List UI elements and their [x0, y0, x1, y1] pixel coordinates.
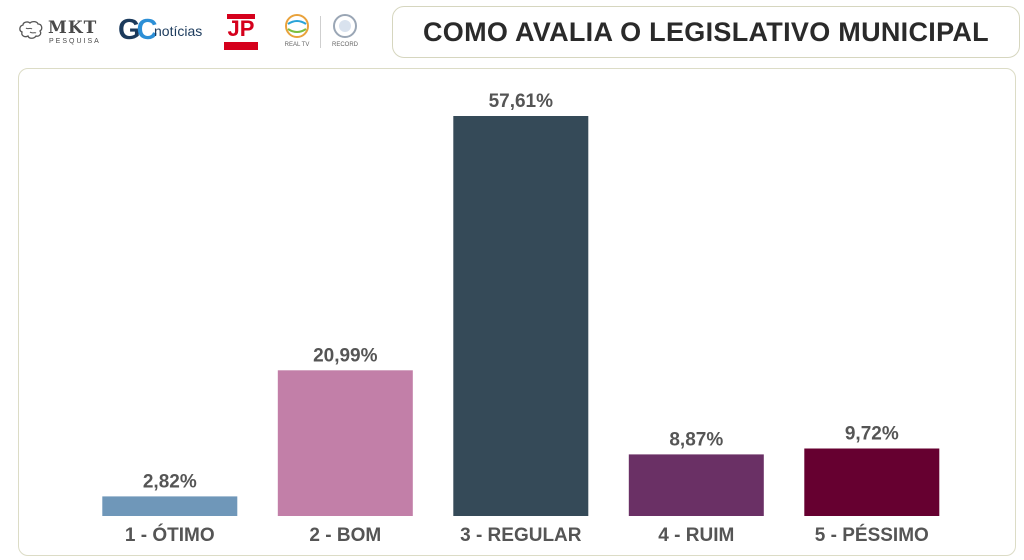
gc-logo-text: notícias	[154, 23, 203, 39]
bar-3	[453, 116, 589, 516]
gc-noticias-logo: GC notícias	[118, 14, 210, 50]
bar-2	[277, 370, 413, 516]
category-label-5: 5 - PÉSSIMO	[815, 524, 929, 546]
page-title: COMO AVALIA O LEGISLATIVO MUNICIPAL	[423, 16, 989, 47]
value-label-2: 20,99%	[313, 345, 378, 366]
bar-1	[102, 496, 238, 516]
mkt-logo-subtext: PESQUISA	[49, 38, 101, 45]
record-icon	[333, 14, 357, 38]
record-text: RECORD	[331, 42, 358, 48]
bar-5	[804, 448, 940, 516]
chart-panel	[18, 68, 1016, 556]
real-tv-logo: REAL TV	[280, 12, 314, 52]
real-tv-text: REAL TV	[284, 42, 310, 48]
category-label-2: 2 - BOM	[309, 525, 381, 546]
logo-divider	[320, 16, 321, 48]
category-label-1: 1 - ÓTIMO	[125, 524, 215, 546]
value-label-4: 8,87%	[669, 429, 723, 450]
gc-logo-mark: GC	[118, 14, 158, 46]
jovem-pan-logo: JP	[222, 12, 260, 52]
value-label-5: 9,72%	[845, 424, 899, 445]
record-logo: RECORD	[328, 12, 362, 52]
mkt-pesquisa-logo: MKT PESQUISA	[18, 16, 108, 46]
value-label-3: 57,61%	[489, 91, 554, 112]
category-label-3: 3 - REGULAR	[460, 525, 582, 546]
brain-icon	[19, 20, 43, 39]
real-tv-icon	[285, 14, 309, 38]
header: MKT PESQUISA GC notícias JP REAL TV RECO…	[0, 0, 1024, 62]
svg-text:JP: JP	[228, 16, 255, 41]
bar-4	[628, 454, 764, 516]
category-label-4: 4 - RUIM	[658, 525, 734, 546]
mkt-logo-text: MKT	[48, 18, 98, 38]
title-box: COMO AVALIA O LEGISLATIVO MUNICIPAL	[392, 6, 1020, 58]
jovem-pan-icon: JP	[224, 14, 258, 50]
value-label-1: 2,82%	[143, 471, 197, 492]
